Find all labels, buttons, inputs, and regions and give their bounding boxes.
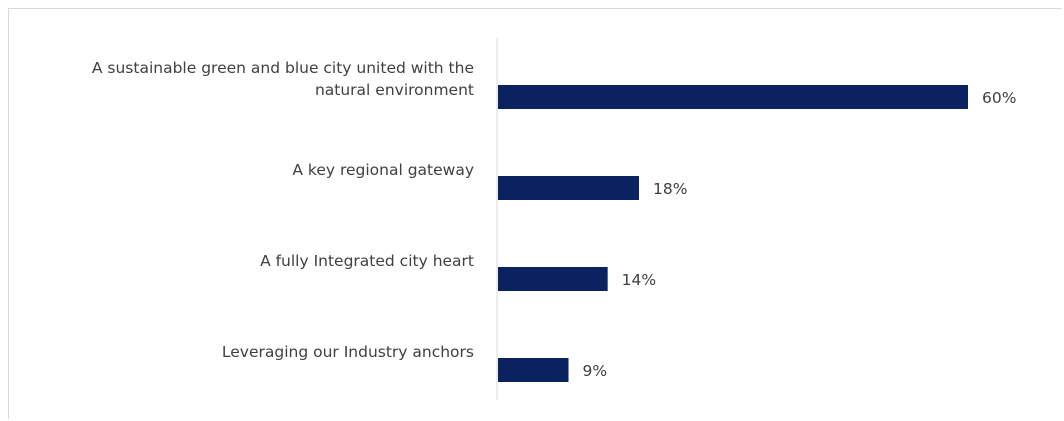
data-label-0: 60%	[982, 89, 1016, 107]
category-label-2-line-0: A fully Integrated city heart	[260, 252, 474, 270]
bar-3	[498, 358, 569, 382]
category-label-3: Leveraging our Industry anchors	[222, 343, 474, 361]
data-label-3: 9%	[583, 362, 608, 380]
category-label-0-line-0: A sustainable green and blue city united…	[92, 59, 474, 77]
bar-2	[498, 267, 608, 291]
category-label-1-line-0: A key regional gateway	[292, 161, 474, 179]
category-label-0: A sustainable green and blue city united…	[92, 59, 474, 99]
chart-frame	[8, 8, 1062, 419]
category-labels: A sustainable green and blue city united…	[92, 59, 474, 361]
data-labels: 60% 18% 14% 9%	[583, 89, 1017, 380]
bar-1	[498, 176, 639, 200]
data-label-1: 18%	[653, 180, 687, 198]
category-label-1: A key regional gateway	[292, 161, 474, 179]
bars	[498, 85, 968, 382]
category-label-0-line-1: natural environment	[315, 81, 474, 99]
data-label-2: 14%	[622, 271, 656, 289]
bar-0	[498, 85, 968, 109]
category-label-2: A fully Integrated city heart	[260, 252, 474, 270]
category-label-3-line-0: Leveraging our Industry anchors	[222, 343, 474, 361]
